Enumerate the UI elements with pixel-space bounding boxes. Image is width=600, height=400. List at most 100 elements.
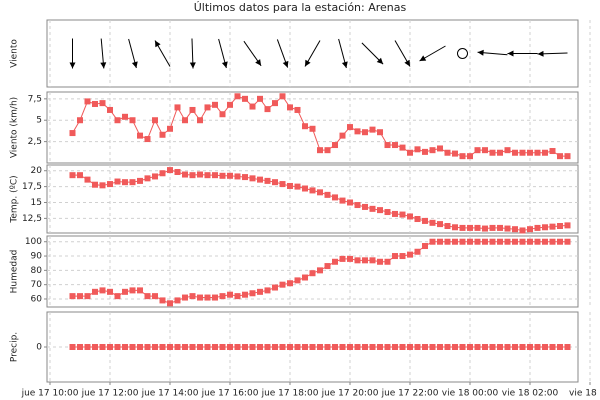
data-point — [384, 258, 391, 265]
data-point — [437, 238, 443, 245]
data-point — [489, 149, 496, 156]
data-point — [249, 103, 256, 110]
data-point — [189, 172, 196, 179]
data-point — [497, 224, 503, 231]
data-point — [482, 147, 488, 154]
data-point — [347, 255, 353, 262]
data-point — [347, 199, 353, 206]
data-point — [182, 294, 188, 301]
data-point — [279, 93, 286, 100]
data-point — [549, 344, 556, 350]
data-point — [174, 297, 181, 304]
data-point — [504, 238, 511, 245]
data-point — [392, 344, 398, 350]
data-point — [512, 226, 518, 233]
data-point — [489, 238, 496, 245]
data-point — [227, 172, 233, 179]
data-point — [242, 291, 248, 298]
arrow-head — [189, 62, 196, 69]
wind-arrow — [128, 38, 138, 69]
data-point — [347, 344, 353, 350]
data-point — [459, 224, 466, 231]
data-point — [159, 344, 166, 350]
data-point — [339, 132, 346, 139]
arrow-head — [404, 59, 410, 67]
data-point — [84, 344, 91, 350]
data-point — [504, 225, 511, 232]
data-point — [257, 95, 263, 102]
wind-arrow — [394, 40, 411, 67]
data-point — [107, 344, 113, 350]
data-point — [542, 224, 548, 231]
data-point — [114, 117, 121, 124]
data-point — [414, 248, 421, 255]
data-point — [332, 344, 338, 350]
data-point — [407, 251, 413, 258]
data-point — [302, 344, 308, 350]
data-point — [564, 238, 571, 245]
y-axis-label: Temp. (ºC) — [10, 175, 20, 223]
data-point — [399, 144, 406, 151]
data-point — [242, 344, 248, 350]
data-point — [212, 101, 218, 108]
data-point — [549, 223, 556, 230]
wind-arrow — [507, 50, 538, 57]
data-point — [497, 344, 503, 350]
data-point — [534, 238, 541, 245]
arrow-head — [477, 49, 484, 56]
data-point — [444, 223, 451, 230]
data-point — [369, 344, 376, 350]
x-tick-label: vie 18 02:00 — [502, 389, 559, 399]
data-point — [264, 106, 271, 113]
data-point — [167, 167, 173, 174]
data-point — [354, 202, 361, 209]
data-point — [489, 344, 496, 350]
data-point — [459, 344, 466, 350]
y-axis-label: Viento — [10, 39, 20, 68]
data-point — [497, 238, 503, 245]
data-point — [84, 98, 91, 105]
data-point — [317, 147, 323, 154]
data-point — [249, 290, 256, 297]
data-point — [242, 174, 248, 181]
data-point — [294, 106, 301, 113]
data-point — [174, 104, 181, 111]
data-point — [519, 227, 526, 234]
panel-frame — [46, 235, 579, 308]
data-point — [557, 153, 563, 160]
y-tick-label: 20 — [31, 166, 43, 176]
data-point — [437, 344, 443, 350]
data-point — [227, 344, 233, 350]
data-point — [564, 344, 571, 350]
y-tick-label: 0 — [36, 343, 42, 353]
data-point — [257, 288, 263, 295]
y-tick-label: 100 — [25, 237, 42, 247]
data-point — [542, 344, 548, 350]
data-point — [99, 100, 106, 107]
data-point — [557, 238, 563, 245]
data-point — [377, 344, 383, 350]
data-point — [564, 222, 571, 229]
data-point — [107, 288, 113, 295]
data-point — [122, 179, 128, 186]
data-point — [459, 238, 466, 245]
data-point — [144, 344, 151, 350]
data-point — [422, 243, 428, 250]
data-point — [467, 344, 473, 350]
data-point — [474, 344, 481, 350]
wind-arrow — [243, 40, 262, 67]
data-point — [77, 172, 83, 179]
data-point — [324, 191, 331, 198]
arrow-head — [537, 50, 544, 57]
data-point — [519, 344, 526, 350]
y-tick-label: 15 — [31, 198, 42, 208]
data-point — [287, 182, 293, 189]
data-point — [302, 274, 308, 281]
data-point — [384, 142, 391, 149]
data-point — [204, 172, 211, 179]
data-point — [362, 129, 368, 136]
data-point — [309, 270, 316, 277]
data-point — [219, 293, 226, 300]
data-point — [92, 100, 98, 107]
